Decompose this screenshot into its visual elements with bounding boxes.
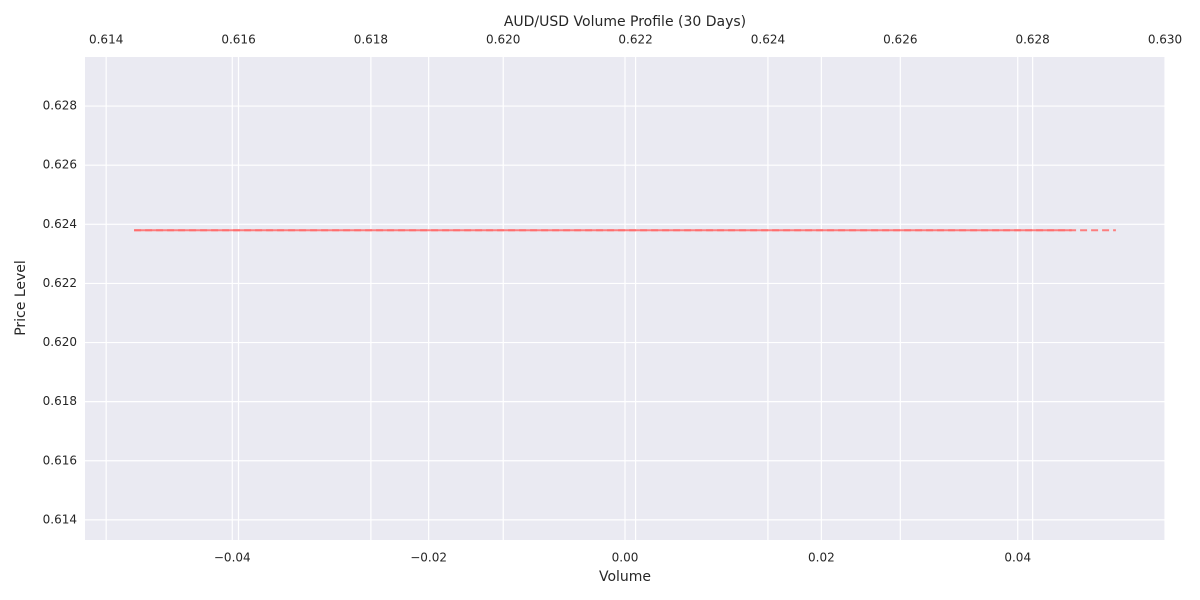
y-axis-label: Price Level [13,260,29,336]
x-tick-label: −0.02 [410,551,447,565]
x2-tick-label: 0.622 [618,33,652,47]
y-tick-label: 0.626 [43,158,77,172]
y-tick-label: 0.620 [43,335,77,349]
x-tick-label: 0.00 [612,551,639,565]
x-tick-label: −0.04 [214,551,251,565]
x2-tick-label: 0.626 [883,33,917,47]
x2-tick-label: 0.616 [221,33,255,47]
x-tick-label: 0.04 [1004,551,1031,565]
y-tick-label: 0.624 [43,217,77,231]
x2-tick-label: 0.624 [751,33,785,47]
x2-tick-label: 0.630 [1148,33,1182,47]
y-tick-label: 0.614 [43,512,77,526]
x-tick-label: 0.02 [808,551,835,565]
y-tick-label: 0.628 [43,99,77,113]
x2-tick-label: 0.618 [354,33,388,47]
x2-tick-label: 0.620 [486,33,520,47]
x-axis-label: Volume [599,569,651,585]
x2-tick-label: 0.614 [89,33,123,47]
y-tick-label: 0.622 [43,276,77,290]
chart-title: AUD/USD Volume Profile (30 Days) [504,14,746,30]
y-tick-label: 0.618 [43,394,77,408]
x2-tick-label: 0.628 [1015,33,1049,47]
y-tick-label: 0.616 [43,453,77,467]
